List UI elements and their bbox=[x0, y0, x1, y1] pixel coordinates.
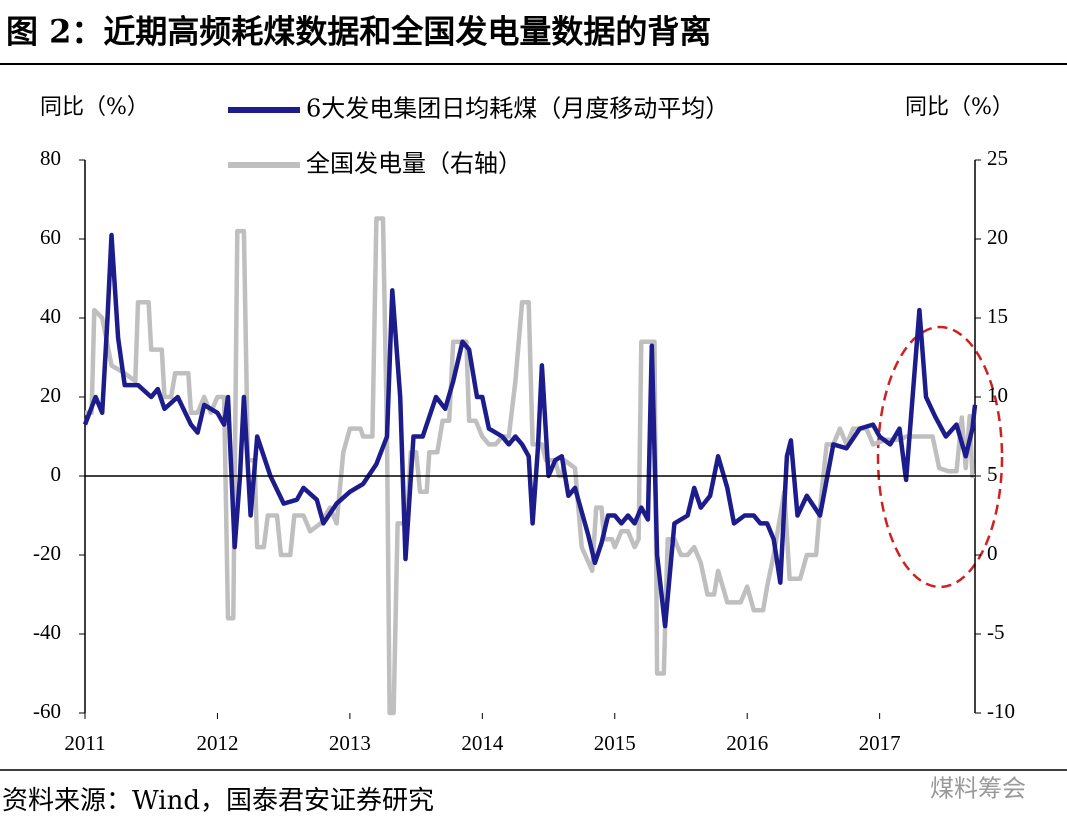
chart-title: 图 2：近期高频耗煤数据和全国发电量数据的背离 bbox=[6, 13, 711, 51]
y-tick-label: -20 bbox=[33, 541, 61, 565]
y2-tick-label: -10 bbox=[987, 699, 1015, 723]
y-tick-label: 0 bbox=[51, 462, 62, 486]
y-tick-label: 60 bbox=[40, 225, 61, 249]
y2-tick-label: -5 bbox=[987, 620, 1005, 644]
series-line bbox=[82, 232, 978, 629]
y-tick-label: -60 bbox=[33, 699, 61, 723]
y2-tick-label: 25 bbox=[987, 146, 1008, 170]
x-tick-label: 2011 bbox=[64, 731, 105, 755]
y-axis-label: 同比（%） bbox=[40, 95, 149, 120]
legend-label: 全国发电量（右轴） bbox=[306, 150, 522, 178]
y2-tick-label: 15 bbox=[987, 304, 1008, 328]
source: 资料来源：Wind，国泰君安证券研究 bbox=[2, 786, 434, 816]
watermark: 煤料筹会 bbox=[930, 775, 1026, 803]
x-tick-label: 2014 bbox=[461, 731, 504, 755]
y-tick-label: 20 bbox=[40, 383, 61, 407]
x-tick-label: 2016 bbox=[726, 731, 768, 755]
highlight-ellipse bbox=[876, 325, 1004, 589]
y-tick-label: 40 bbox=[40, 304, 61, 328]
y-tick-label: 80 bbox=[40, 146, 61, 170]
y2-tick-label: 20 bbox=[987, 225, 1008, 249]
x-tick-label: 2015 bbox=[594, 731, 636, 755]
series-line bbox=[85, 216, 975, 716]
x-tick-label: 2013 bbox=[329, 731, 371, 755]
x-tick-label: 2012 bbox=[196, 731, 238, 755]
x-tick-label: 2017 bbox=[859, 731, 901, 755]
y2-axis-label: 同比（%） bbox=[905, 95, 1014, 120]
legend-label: 6大发电集团日均耗煤（月度移动平均） bbox=[306, 95, 729, 123]
y-tick-label: -40 bbox=[33, 620, 61, 644]
y2-tick-label: 10 bbox=[987, 383, 1008, 407]
y2-tick-label: 0 bbox=[987, 541, 998, 565]
y2-tick-label: 5 bbox=[987, 462, 998, 486]
